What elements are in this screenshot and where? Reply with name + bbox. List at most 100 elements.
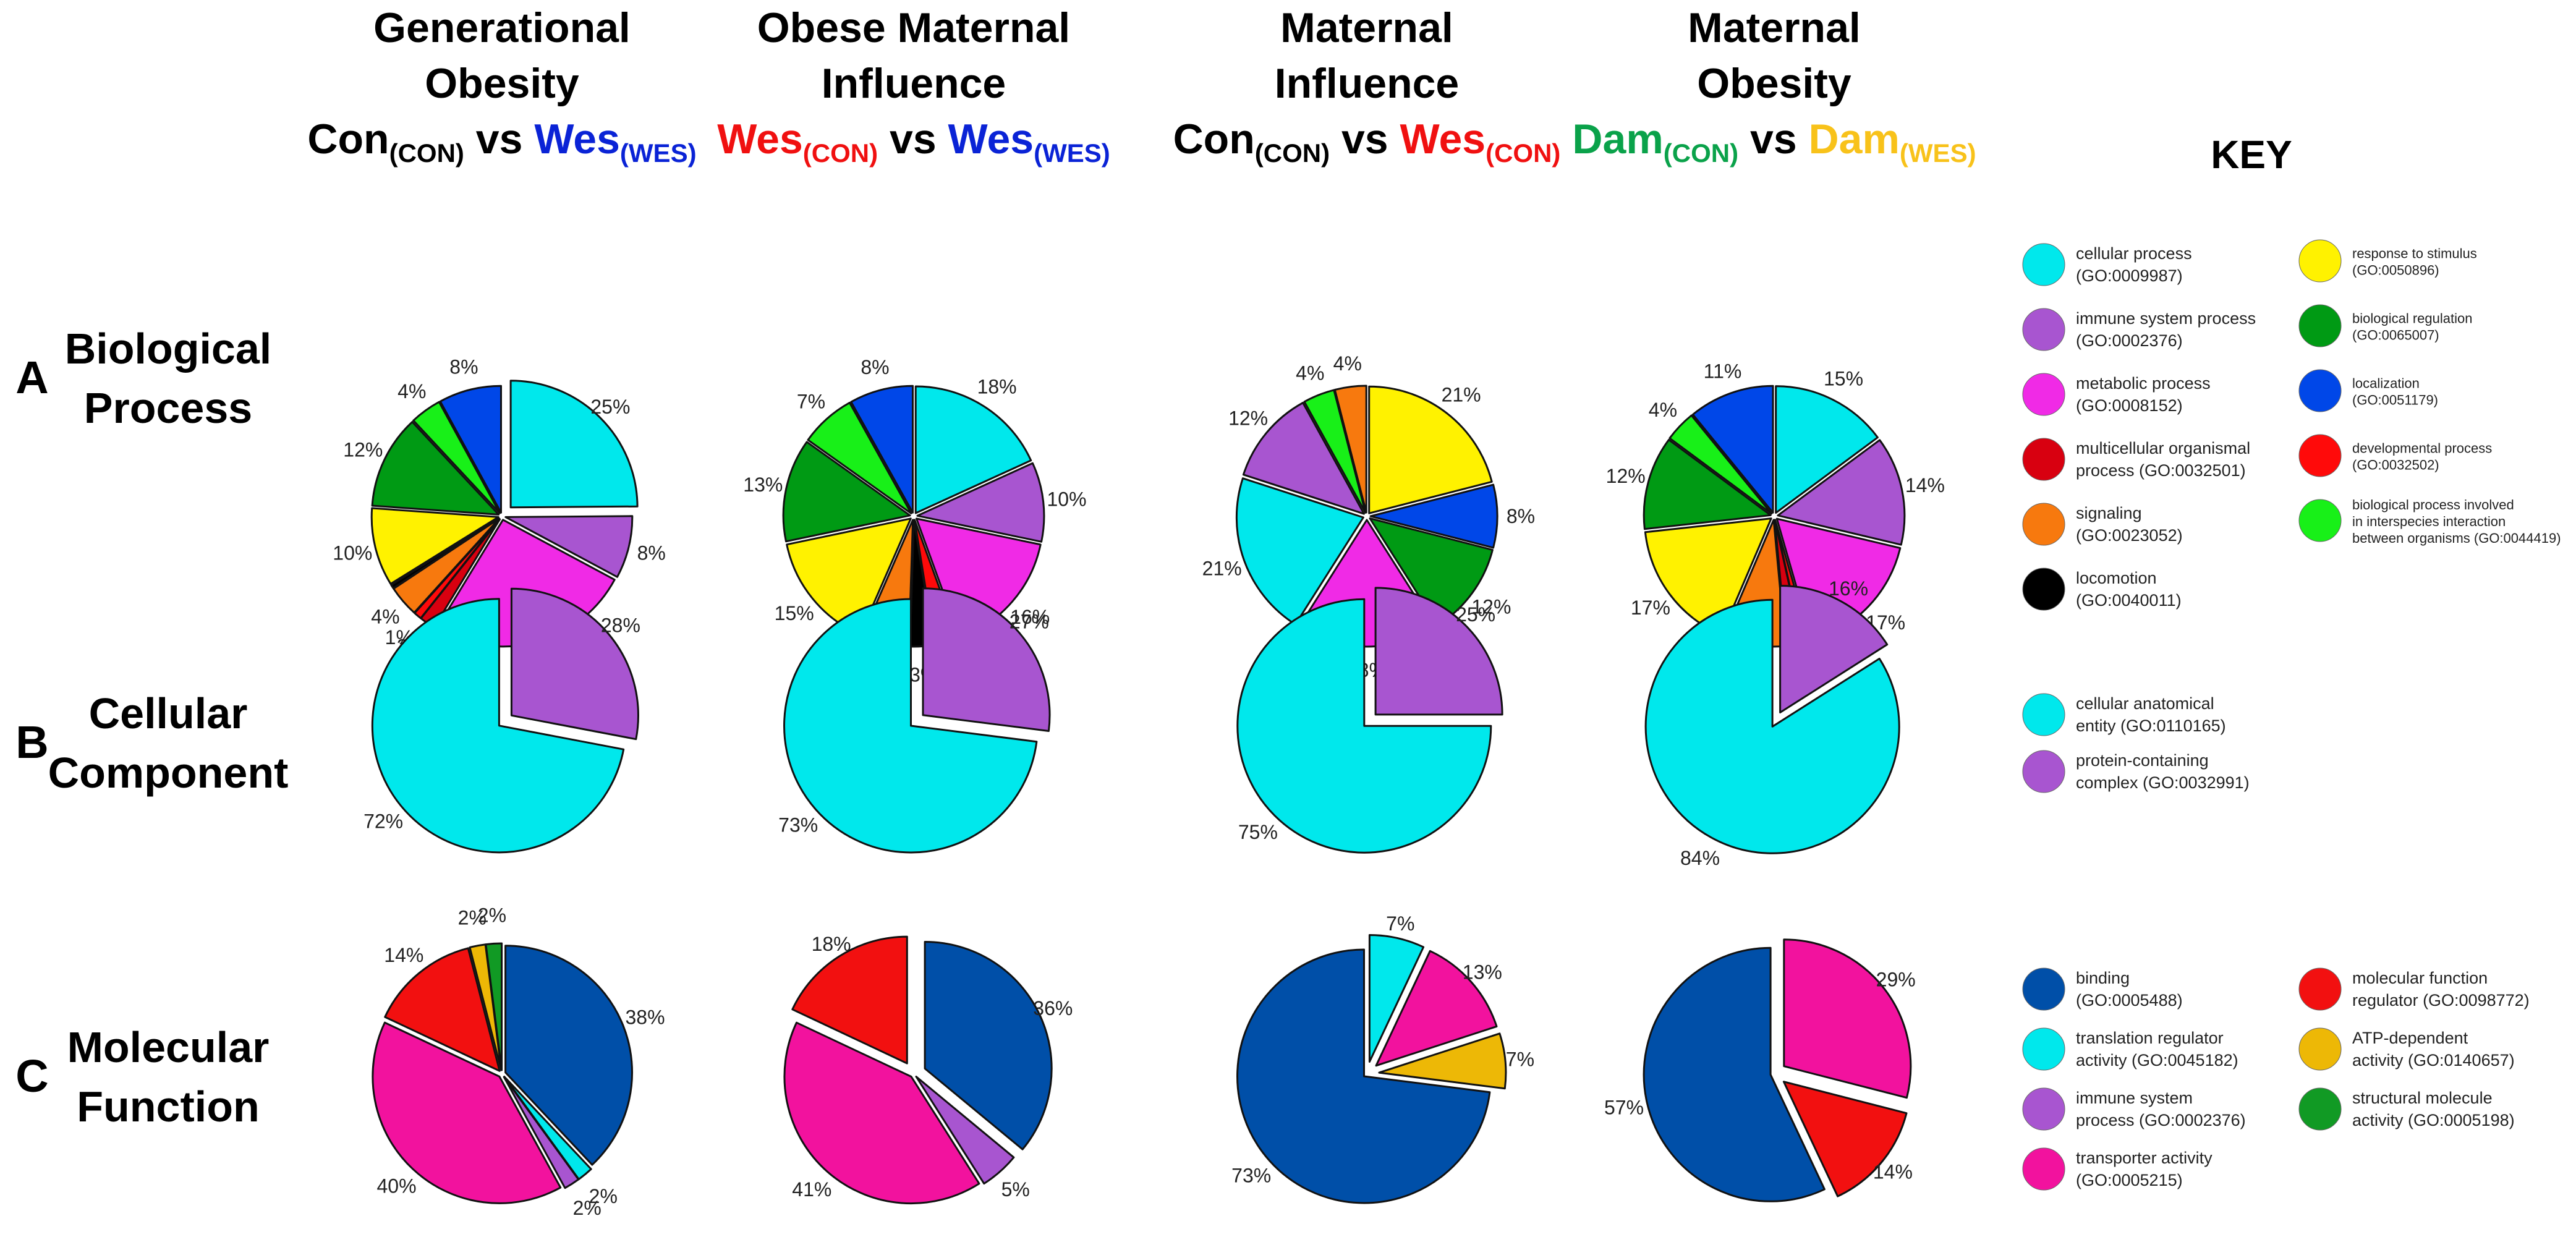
pie-chart: 18%10%16%3%3%6%15%13%7%8%	[743, 356, 1086, 686]
pie-slice	[807, 401, 912, 514]
key-title: KEY	[2211, 132, 2292, 177]
key-swatch	[2022, 1087, 2065, 1131]
row-labels: A Biological Process B Cellular Component C Mol…	[15, 325, 288, 1131]
row-label: Cellular	[89, 689, 248, 738]
key-swatch	[2298, 434, 2342, 477]
key-swatch	[2022, 438, 2065, 481]
key-label: between organisms (GO:0044419)	[2352, 530, 2561, 546]
pie-slice	[1668, 414, 1773, 515]
pie-slice	[412, 401, 501, 514]
pie-slice	[371, 421, 500, 516]
slice-label: 12%	[1228, 407, 1268, 429]
pie-slice	[1777, 439, 1906, 546]
comparison-part: (CON)	[1255, 138, 1330, 168]
row-label: Molecular	[67, 1023, 270, 1071]
key-item: cellular anatomical entity (GO:0110165)	[2022, 693, 2226, 736]
slice-label: 25%	[1456, 603, 1495, 626]
comparison-part: Wes	[948, 116, 1034, 163]
slice-label: 2%	[589, 1185, 618, 1207]
key-swatch	[2022, 568, 2065, 611]
comparison-part: Wes	[717, 116, 803, 163]
slice-label: 4%	[397, 380, 426, 402]
pie-slice	[370, 507, 499, 585]
key-label: regulator (GO:0098772)	[2352, 991, 2530, 1010]
slice-label: 14%	[1905, 474, 1945, 496]
pie-slice	[390, 517, 500, 590]
pie-slice	[503, 1076, 580, 1189]
pie-slice	[1775, 385, 1879, 514]
column-title: Influence	[822, 60, 1006, 107]
key-item: biological regulation (GO:0065007)	[2298, 304, 2472, 347]
slice-label: 27%	[1010, 610, 1049, 632]
key-label: process (GO:0002376)	[2076, 1111, 2246, 1129]
pie-slice	[922, 587, 1051, 732]
key-label: immune system	[2076, 1089, 2193, 1107]
comparison-part: Wes	[534, 116, 620, 163]
slice-label: 14%	[1873, 1161, 1913, 1183]
row-letter: C	[15, 1050, 48, 1102]
comparison-part: vs	[1330, 116, 1400, 163]
slice-label: 2%	[573, 1197, 601, 1219]
comparison-part: Dam	[1809, 116, 1900, 163]
row-label: Component	[48, 749, 289, 797]
comparison-part: (WES)	[1034, 138, 1110, 168]
key-swatch	[2022, 967, 2065, 1011]
key-label: biological process involved	[2352, 497, 2514, 512]
key-swatch	[2022, 693, 2065, 736]
key-item: metabolic process (GO:0008152)	[2022, 373, 2211, 416]
key-label: (GO:0065007)	[2352, 328, 2439, 343]
pie-slice	[1783, 938, 1912, 1099]
comparison-part: (CON)	[1486, 138, 1560, 168]
pie-slice	[1333, 385, 1367, 514]
key-item: protein-containing complex (GO:0032991)	[2022, 750, 2250, 793]
key-item: transporter activity (GO:0005215)	[2022, 1147, 2213, 1191]
pie-slice	[371, 598, 625, 854]
key-item: ATP-dependent activity (GO:0140657)	[2298, 1027, 2515, 1071]
comparison-part: Wes	[1400, 116, 1486, 163]
slice-label: 8%	[449, 356, 478, 378]
key-label: molecular function	[2352, 969, 2488, 987]
slice-label: 40%	[376, 1175, 416, 1197]
key-label: activity (GO:0005198)	[2352, 1111, 2515, 1129]
pie-chart: 15%14%17%2%8%17%12%4%11%	[1606, 360, 1945, 684]
key-label: (GO:0008152)	[2076, 396, 2183, 415]
row-label: Biological	[65, 325, 271, 373]
comparison-label: Wes(CON) vs Wes(WES)	[717, 116, 1110, 168]
pie-slice	[924, 941, 1053, 1150]
key-label: process (GO:0032501)	[2076, 461, 2246, 480]
slice-label: 8%	[1507, 505, 1535, 527]
slice-label: 15%	[775, 602, 814, 624]
slice-label: 73%	[1231, 1165, 1271, 1187]
key-label: cellular process	[2076, 244, 2192, 263]
comparison-part: (CON)	[389, 138, 464, 168]
key-label: activity (GO:0140657)	[2352, 1051, 2515, 1069]
slice-label: 18%	[812, 933, 851, 955]
pie-slice	[850, 385, 914, 514]
comparison-part: vs	[1738, 116, 1808, 163]
comparison-part: vs	[464, 116, 534, 163]
key-swatch	[2022, 373, 2065, 416]
slice-label: 16%	[1829, 577, 1868, 600]
key-item: structural molecule activity (GO:0005198)	[2298, 1087, 2515, 1131]
pie-slice	[1235, 477, 1364, 626]
pie-slice	[1378, 1032, 1507, 1090]
slice-label: 29%	[1876, 968, 1916, 990]
column-title: Influence	[1275, 60, 1460, 107]
column-title: Generational	[373, 4, 631, 51]
slice-label: 18%	[977, 376, 1017, 398]
pie-slice	[783, 1021, 980, 1205]
pie-chart: 16% 84%	[1644, 577, 1900, 869]
key-item: multicellular organismal process (GO:0032…	[2022, 438, 2250, 481]
comparison-part: Con	[307, 116, 389, 163]
key-item: immune system process (GO:0002376)	[2022, 1087, 2246, 1131]
slice-label: 4%	[1296, 362, 1324, 385]
key-label: multicellular organismal	[2076, 439, 2250, 457]
pie-slice	[384, 947, 501, 1072]
pie-chart: 7% 13% 7% 73%	[1231, 912, 1534, 1204]
pie-slice	[1782, 1081, 1908, 1197]
key-label: metabolic process	[2076, 374, 2211, 393]
pie-chart: 27% 73%	[778, 587, 1051, 854]
key-swatch	[2022, 750, 2065, 793]
